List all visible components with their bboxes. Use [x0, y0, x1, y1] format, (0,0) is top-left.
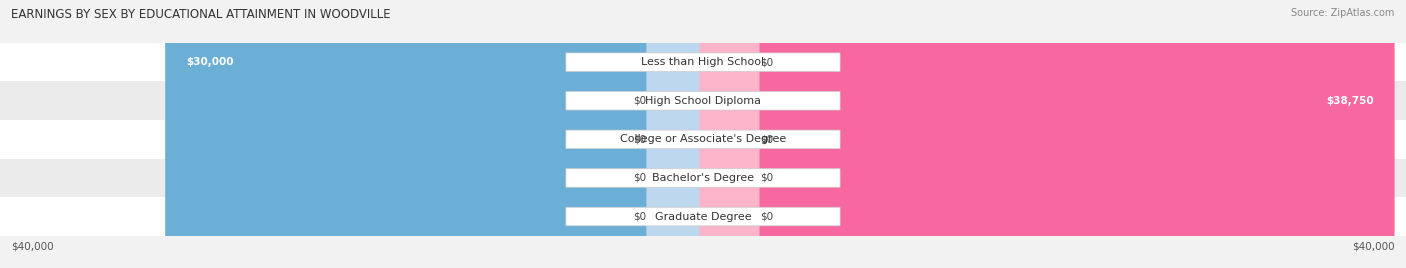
Text: $0: $0: [759, 57, 773, 67]
FancyBboxPatch shape: [565, 169, 841, 187]
Text: $38,750: $38,750: [1326, 96, 1374, 106]
Text: $0: $0: [633, 134, 647, 144]
Text: $0: $0: [759, 134, 773, 144]
Bar: [0, 197, 1406, 236]
Text: Less than High School: Less than High School: [641, 57, 765, 67]
Text: $0: $0: [759, 211, 773, 222]
Bar: [0, 120, 1406, 159]
Bar: [0, 43, 1406, 81]
FancyBboxPatch shape: [693, 0, 1395, 268]
FancyBboxPatch shape: [565, 91, 841, 110]
Text: $0: $0: [633, 173, 647, 183]
FancyBboxPatch shape: [565, 207, 841, 226]
Text: $40,000: $40,000: [11, 241, 53, 251]
FancyBboxPatch shape: [700, 0, 759, 268]
Text: EARNINGS BY SEX BY EDUCATIONAL ATTAINMENT IN WOODVILLE: EARNINGS BY SEX BY EDUCATIONAL ATTAINMEN…: [11, 8, 391, 21]
Text: $0: $0: [633, 96, 647, 106]
Text: Source: ZipAtlas.com: Source: ZipAtlas.com: [1291, 8, 1395, 18]
FancyBboxPatch shape: [166, 0, 713, 268]
Text: College or Associate's Degree: College or Associate's Degree: [620, 134, 786, 144]
FancyBboxPatch shape: [647, 0, 707, 268]
Text: Bachelor's Degree: Bachelor's Degree: [652, 173, 754, 183]
FancyBboxPatch shape: [565, 130, 841, 149]
Bar: [0, 81, 1406, 120]
Bar: [0, 159, 1406, 197]
FancyBboxPatch shape: [647, 0, 707, 268]
FancyBboxPatch shape: [565, 53, 841, 72]
FancyBboxPatch shape: [647, 0, 707, 268]
FancyBboxPatch shape: [647, 0, 707, 268]
FancyBboxPatch shape: [700, 0, 759, 268]
Text: High School Diploma: High School Diploma: [645, 96, 761, 106]
Text: $40,000: $40,000: [1353, 241, 1395, 251]
Text: Graduate Degree: Graduate Degree: [655, 211, 751, 222]
Text: $30,000: $30,000: [186, 57, 233, 67]
Text: $0: $0: [759, 173, 773, 183]
FancyBboxPatch shape: [700, 0, 759, 268]
Text: $0: $0: [633, 211, 647, 222]
FancyBboxPatch shape: [700, 0, 759, 268]
